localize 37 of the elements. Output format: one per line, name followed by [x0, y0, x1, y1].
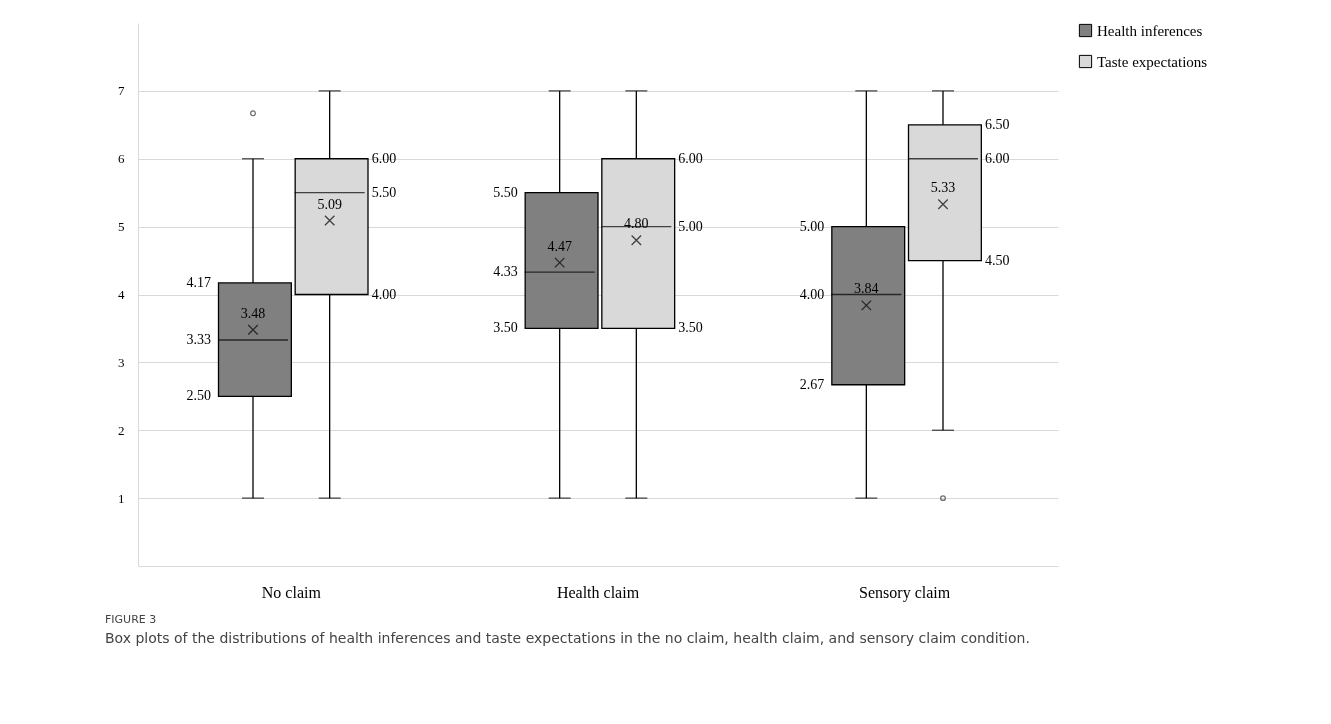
annotation: 5.50 — [371, 184, 397, 200]
y-tick-label: 1 — [118, 490, 125, 506]
annotation: 3.48 — [240, 305, 266, 321]
annotation: 2.67 — [799, 376, 825, 392]
legend-label: Health inferences — [1097, 22, 1203, 39]
annotation: 3.84 — [854, 281, 879, 297]
annotation: 2.50 — [186, 388, 211, 404]
annotation: 4.50 — [985, 252, 1010, 268]
annotation: 5.33 — [930, 180, 956, 196]
annotation: 3.33 — [186, 331, 211, 347]
x-tick-label: No claim — [261, 583, 322, 601]
annotation: 6.00 — [678, 150, 703, 166]
y-tick-label: 2 — [118, 422, 125, 438]
text: Box plots of the distributions of health inferences and taste expectations in the no claim, health claim, and sensory claim condition. — [105, 630, 1031, 646]
annotation: 3.50 — [493, 320, 518, 336]
y-tick-label: 7 — [118, 83, 125, 99]
y-tick-label: 5 — [118, 219, 125, 235]
annotation: 5.00 — [678, 218, 703, 234]
annotation: 4.47 — [547, 238, 572, 254]
annotation: 6.00 — [371, 150, 397, 166]
x-tick-label: Sensory claim — [859, 583, 951, 602]
annotation: 6.50 — [985, 116, 1010, 132]
annotation: 4.00 — [371, 286, 397, 302]
legend-label: Taste expectations — [1097, 53, 1208, 70]
y-tick-label: 3 — [118, 354, 125, 370]
x-tick-label: Health claim — [556, 583, 640, 601]
annotation: 3.50 — [678, 320, 703, 336]
annotation: 5.00 — [799, 218, 825, 234]
annotation: 5.09 — [317, 196, 342, 212]
annotation: 6.00 — [985, 150, 1010, 166]
caption: FIGURE 3 — [105, 613, 158, 626]
annotation: 4.17 — [186, 274, 211, 290]
annotation: 5.50 — [493, 184, 518, 200]
annotation: 4.00 — [799, 286, 825, 302]
y-tick-label: 4 — [118, 287, 125, 302]
y-tick-label: 6 — [118, 151, 125, 167]
annotation: 4.33 — [493, 264, 518, 280]
